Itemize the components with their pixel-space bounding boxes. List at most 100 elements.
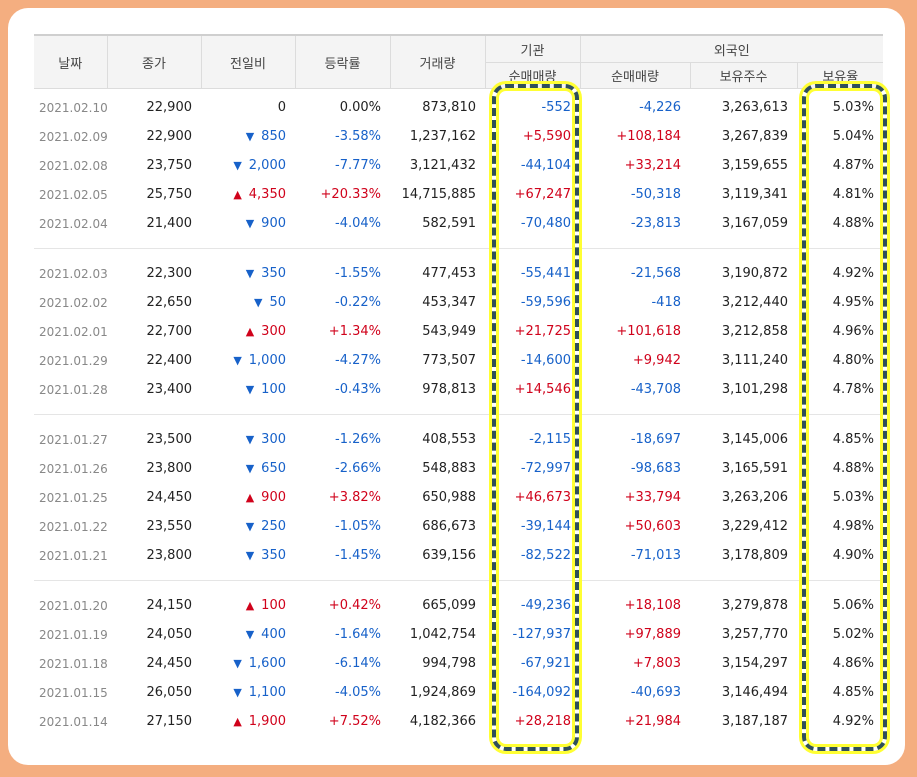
rate-cell: -0.43% (295, 375, 390, 404)
rate-cell: -2.66% (295, 454, 390, 483)
foreign-holdings-cell: 3,165,591 (690, 454, 797, 483)
close-price-cell-value: 23,750 (146, 158, 193, 173)
header-rate: 등락률 (295, 34, 391, 89)
close-price-cell-value: 26,050 (146, 685, 193, 700)
foreign-net-cell: -21,568 (580, 259, 690, 288)
volume-cell: 14,715,885 (390, 180, 485, 209)
date-cell: 2021.01.25 (34, 483, 108, 512)
institution-net-cell-value: -55,441 (520, 266, 571, 281)
date-cell: 2021.02.04 (34, 209, 108, 238)
volume-cell-value: 477,453 (422, 266, 476, 281)
volume-cell: 408,553 (390, 425, 485, 454)
table-row: 2021.01.29 22,400 ▼ 1,000 -4.27% 773,507 -14,6… (34, 346, 883, 375)
close-price-cell-value: 23,800 (146, 548, 193, 563)
close-price-cell-value: 22,700 (146, 324, 193, 339)
triangle-down-icon: ▼ (253, 296, 263, 309)
volume-cell-value: 408,553 (422, 432, 476, 447)
table-row: 2021.02.01 22,700 ▲ 300 +1.34% 543,949 +21,725… (34, 317, 883, 346)
foreign-net-cell: +7,803 (580, 649, 690, 678)
foreign-ratio-cell: 4.92% (797, 707, 883, 736)
table-row: 2021.01.28 23,400 ▼ 100 -0.43% 978,813 +14,546… (34, 375, 883, 404)
rate-cell: -1.64% (295, 620, 390, 649)
header-close: 종가 (107, 34, 202, 89)
rate-cell-value: -2.66% (335, 461, 381, 476)
triangle-down-icon: ▼ (233, 686, 242, 699)
close-price-cell-value: 25,750 (146, 187, 193, 202)
rate-cell-value: -1.45% (335, 548, 381, 563)
close-price-cell-value: 22,900 (146, 129, 193, 144)
change-cell-value: 4,350 (248, 187, 286, 202)
institution-net-cell-value: +21,725 (514, 324, 571, 339)
volume-cell: 4,182,366 (390, 707, 485, 736)
change-cell-value: 1,900 (248, 714, 286, 729)
date-cell-value: 2021.01.21 (39, 548, 108, 563)
foreign-net-cell: +101,618 (580, 317, 690, 346)
foreign-net-cell: +9,942 (580, 346, 690, 375)
foreign-holdings-cell: 3,229,412 (690, 512, 797, 541)
foreign-holdings-cell-value: 3,178,809 (721, 548, 788, 563)
foreign-net-cell-value: -418 (651, 295, 681, 310)
date-cell: 2021.01.26 (34, 454, 108, 483)
close-price-cell: 24,450 (107, 483, 201, 512)
institution-net-cell-value: +46,673 (514, 490, 571, 505)
foreign-ratio-cell: 4.88% (797, 454, 883, 483)
change-cell-value: 100 (261, 598, 286, 613)
institution-net-cell-value: +14,546 (514, 382, 571, 397)
group-spacer (34, 415, 883, 426)
triangle-down-icon: ▼ (245, 130, 255, 143)
foreign-holdings-cell-value: 3,165,591 (721, 461, 788, 476)
date-cell: 2021.02.02 (34, 288, 108, 317)
date-cell: 2021.02.05 (34, 180, 108, 209)
change-cell: ▼ 50 (201, 288, 295, 317)
volume-cell: 1,237,162 (390, 122, 485, 151)
volume-cell: 686,673 (390, 512, 485, 541)
institution-net-cell: +21,725 (485, 317, 580, 346)
foreign-holdings-cell-value: 3,212,440 (721, 295, 788, 310)
table-row: 2021.01.27 23,500 ▼ 300 -1.26% 408,553 -2,115 -… (34, 425, 883, 454)
date-cell-value: 2021.01.20 (39, 598, 108, 613)
foreign-holdings-cell: 3,190,872 (690, 259, 797, 288)
rate-cell-value: +20.33% (320, 187, 381, 202)
foreign-holdings-cell: 3,154,297 (690, 649, 797, 678)
foreign-ratio-cell-value: 4.88% (832, 216, 875, 231)
foreign-net-cell: -23,813 (580, 209, 690, 238)
date-cell-value: 2021.02.03 (39, 266, 108, 281)
foreign-ratio-cell-value: 4.92% (832, 714, 875, 729)
foreign-holdings-cell-value: 3,146,494 (721, 685, 788, 700)
foreign-ratio-cell: 5.04% (797, 122, 883, 151)
date-cell-value: 2021.01.29 (39, 353, 108, 368)
rate-cell: +1.34% (295, 317, 390, 346)
close-price-cell: 23,550 (107, 512, 201, 541)
rate-cell-value: 0.00% (339, 100, 381, 115)
volume-cell: 3,121,432 (390, 151, 485, 180)
foreign-holdings-cell: 3,119,341 (690, 180, 797, 209)
institution-net-cell: -127,937 (485, 620, 580, 649)
institution-net-cell-value: +67,247 (514, 187, 571, 202)
group-separator (34, 570, 884, 581)
triangle-down-icon: ▼ (245, 520, 255, 533)
foreign-ratio-cell-value: 5.06% (832, 598, 875, 613)
rate-cell: +7.52% (295, 707, 390, 736)
date-cell: 2021.01.22 (34, 512, 108, 541)
change-cell-value: 50 (269, 295, 286, 310)
foreign-holdings-cell: 3,101,298 (690, 375, 797, 404)
change-cell: ▼ 400 (201, 620, 295, 649)
date-cell-value: 2021.02.08 (39, 158, 108, 173)
foreign-holdings-cell: 3,178,809 (690, 541, 797, 570)
foreign-ratio-cell-value: 4.78% (832, 382, 875, 397)
close-price-cell-value: 22,650 (146, 295, 193, 310)
rate-cell-value: -6.14% (335, 656, 381, 671)
change-cell: ▲ 100 (201, 591, 295, 620)
institution-net-cell-value: -72,997 (520, 461, 571, 476)
date-cell: 2021.01.28 (34, 375, 108, 404)
date-cell: 2021.02.01 (34, 317, 108, 346)
table-row: 2021.02.05 25,750 ▲ 4,350 +20.33% 14,715,885 +… (34, 180, 883, 209)
triangle-down-icon: ▼ (245, 433, 255, 446)
table-row: 2021.02.04 21,400 ▼ 900 -4.04% 582,591 -70,480… (34, 209, 883, 238)
volume-cell-value: 978,813 (422, 382, 476, 397)
foreign-net-cell-value: -98,683 (630, 461, 681, 476)
foreign-net-cell: -418 (580, 288, 690, 317)
change-cell: ▲ 1,900 (201, 707, 295, 736)
rate-cell: +20.33% (295, 180, 390, 209)
date-cell-value: 2021.02.01 (39, 324, 108, 339)
